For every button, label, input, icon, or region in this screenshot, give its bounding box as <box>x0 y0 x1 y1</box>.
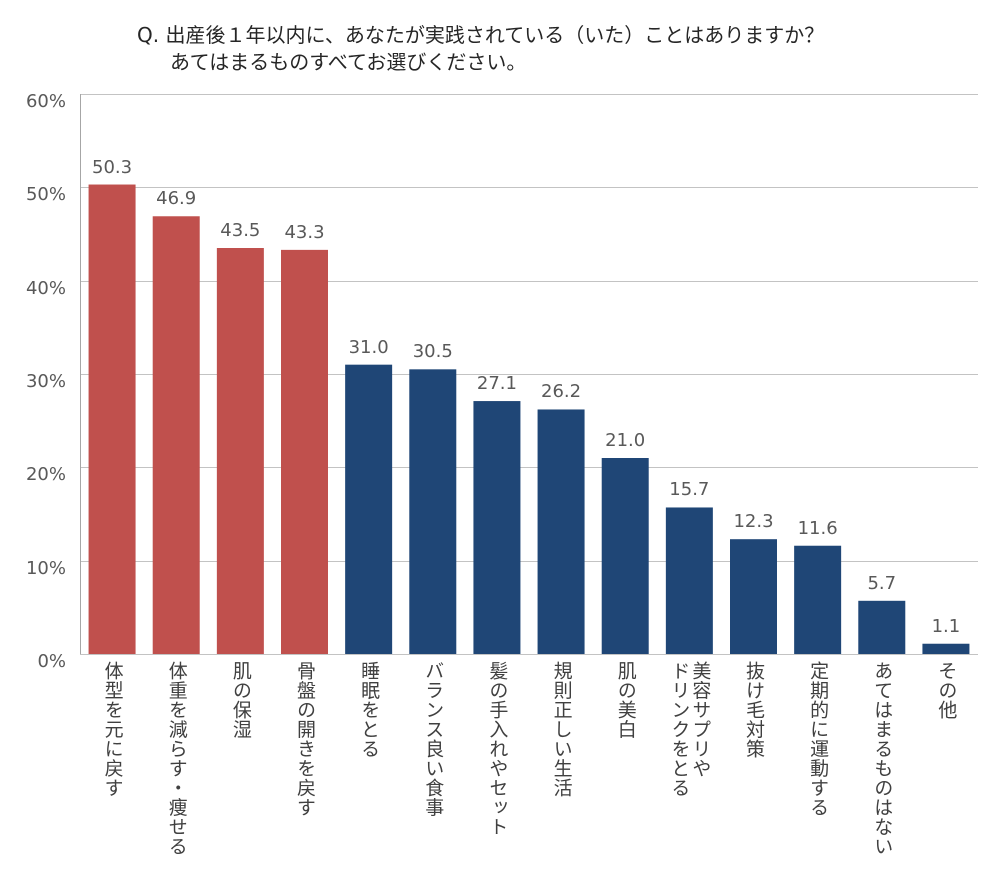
data-label-7: 27.1 <box>476 373 517 395</box>
bar-1 <box>88 184 136 654</box>
chart-subtitle: あてはまるものすべてお選びください。 <box>170 50 527 74</box>
y-tick-label-30: 30% <box>25 371 66 392</box>
bar-6 <box>409 369 457 654</box>
y-tick-label-10: 10% <box>25 557 66 579</box>
data-label-13: 5.7 <box>867 572 897 594</box>
gridlines <box>80 94 978 655</box>
bar-3 <box>216 248 264 654</box>
bar-4 <box>281 249 328 654</box>
data-label-11: 12.3 <box>733 511 774 533</box>
bar-11 <box>730 539 777 654</box>
y-tick-label-60: 60% <box>25 91 66 112</box>
category-label-6: バランス良い食事 <box>422 661 445 817</box>
y-tick-label-40: 40% <box>25 277 66 299</box>
bar-13 <box>858 600 906 654</box>
data-label-12: 11.6 <box>797 517 838 539</box>
category-label-2: 体重を減らす・痩せる <box>165 661 188 856</box>
bar-8 <box>537 409 585 654</box>
bar-10 <box>665 507 713 654</box>
bar-14 <box>922 643 970 654</box>
data-label-6: 30.5 <box>412 341 453 363</box>
bar-5 <box>345 364 393 654</box>
data-label-9: 21.0 <box>605 430 646 451</box>
category-label-3: 肌の保湿 <box>229 661 252 739</box>
data-label-3: 43.5 <box>220 220 261 241</box>
category-label-11: 抜け毛対策 <box>743 661 765 759</box>
data-label-14: 1.1 <box>931 615 961 637</box>
category-label-5: 睡眠をとる <box>358 661 381 759</box>
category-label-10: 美容サプリや ドリンクをとる <box>668 661 712 798</box>
y-tick-label-20: 20% <box>25 464 66 486</box>
data-label-5: 31.0 <box>348 336 389 358</box>
bar-12 <box>794 545 842 654</box>
data-label-1: 50.3 <box>92 156 133 178</box>
bar-2 <box>152 216 200 654</box>
bar-9 <box>601 458 649 654</box>
category-label-1: 体型を元に戻す <box>101 661 124 798</box>
category-label-7: 髪の手入れやセット <box>486 661 509 837</box>
category-label-13: あてはまるものはない <box>871 661 894 856</box>
category-label-4: 骨盤の開きを戻す <box>294 661 316 817</box>
y-tick-label-50: 50% <box>25 184 66 206</box>
category-label-9: 肌の美白 <box>614 661 637 739</box>
category-label-12: 定期的に運動する <box>807 661 830 817</box>
bars <box>88 184 970 654</box>
category-label-8: 規則正しい生活 <box>550 661 573 798</box>
data-label-2: 46.9 <box>156 188 197 210</box>
data-label-8: 26.2 <box>541 381 582 403</box>
data-label-4: 43.3 <box>284 221 325 243</box>
chart-title: Q. 出産後１年以内に、あなたが実践されている（いた）ことはありますか？ <box>137 23 825 47</box>
category-label-14: その他 <box>935 661 958 720</box>
data-label-10: 15.7 <box>669 479 710 501</box>
bar-7 <box>473 401 521 654</box>
y-tick-label-0: 0% <box>37 651 66 672</box>
